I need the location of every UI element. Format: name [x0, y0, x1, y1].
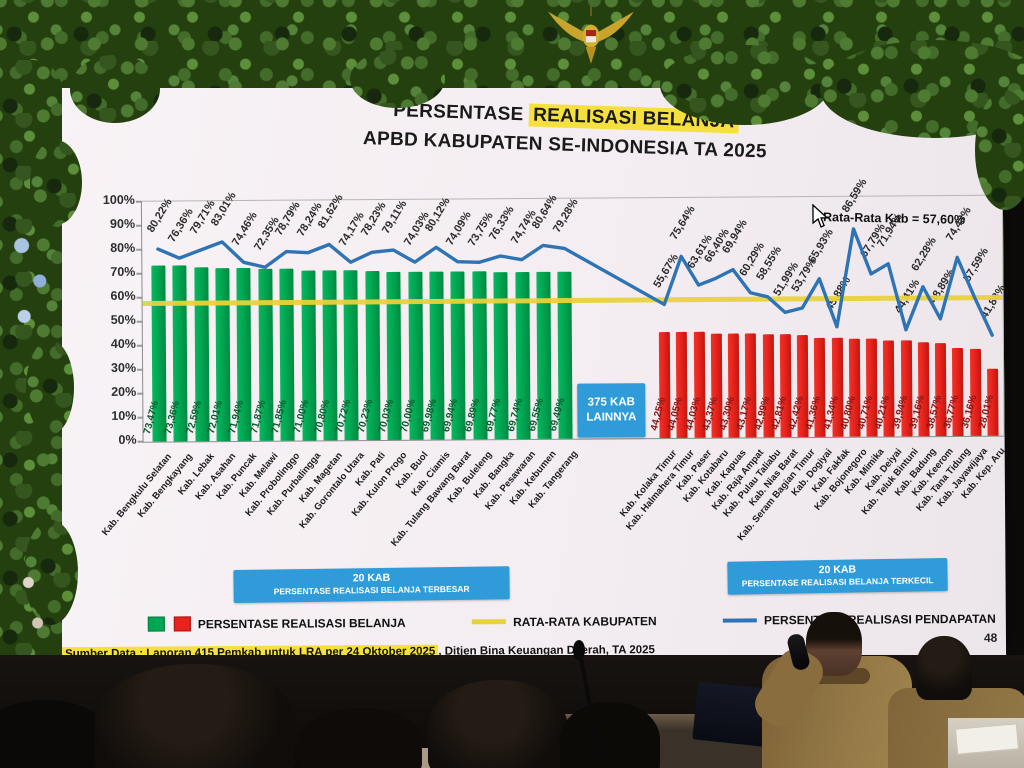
average-line — [142, 294, 1003, 306]
mouse-cursor-icon — [812, 203, 829, 228]
foliage-clump — [26, 340, 74, 435]
audience-head — [300, 708, 422, 768]
y-tick-label: 50% — [82, 313, 136, 327]
notebook — [954, 723, 1020, 755]
y-tick-label: 60% — [82, 289, 135, 303]
foliage-clump — [350, 50, 445, 108]
microphone-stand — [573, 640, 600, 765]
y-tick-label: 0% — [83, 433, 136, 447]
red-swatch-icon — [173, 616, 191, 632]
y-tick-label: 100% — [81, 193, 135, 207]
other-regencies-line2: LAINNYA — [586, 411, 637, 424]
foliage-clump — [975, 90, 1024, 210]
group-box-terkecil-label: PERSENTASE REALISASI BELANJA TERKECIL — [741, 575, 934, 589]
other-regencies-line1: 375 KAB — [587, 396, 636, 409]
legend-item-rata-rata: RATA-RATA KABUPATEN — [472, 614, 657, 629]
projection-slide: PERSENTASE REALISASI BELANJA APBD KABUPA… — [49, 44, 1009, 672]
official-right-head — [916, 636, 972, 700]
y-tick-label: 90% — [81, 217, 135, 231]
pendapatan-line — [156, 227, 994, 337]
legend-item-belanja: PERSENTASE REALISASI BELANJA — [147, 615, 406, 632]
slide-page-number: 48 — [983, 630, 998, 645]
title-line2: APBD KABUPATEN SE-INDONESIA TA 2025 — [362, 128, 768, 163]
y-axis: 100% 90% 80% 70% 60% 50% 40% 30% 20% 10% 0% — [75, 193, 137, 447]
legend-label-pendapatan: PERSENTASE REALISASI PENDAPATAN — [763, 611, 996, 627]
group-box-terbesar-label: PERSENTASE REALISASI BELANJA TERBESAR — [273, 583, 470, 597]
group-box-terbesar: 20 KAB PERSENTASE REALISASI BELANJA TERB… — [233, 566, 510, 604]
other-regencies-box: 375 KAB LAINNYA — [577, 383, 646, 438]
y-tick-label: 30% — [82, 361, 136, 375]
legend-label-rata-rata: RATA-RATA KABUPATEN — [513, 613, 657, 629]
legend-label-belanja: PERSENTASE REALISASI BELANJA — [197, 615, 406, 631]
y-tick-label: 20% — [82, 385, 136, 399]
blue-line-swatch-icon — [723, 617, 758, 623]
garuda-pancasila-emblem — [548, 5, 634, 64]
foliage-top — [0, 0, 1024, 88]
plot-area: 73,47% Kab. Bengkulu Selatan 80,22% 73,36% K… — [100, 177, 1009, 549]
chart-lines — [142, 227, 1003, 337]
white-flowers — [10, 560, 56, 650]
y-tick-label: 40% — [82, 337, 136, 351]
y-tick-label: 80% — [81, 241, 135, 255]
group-box-terkecil: 20 KAB PERSENTASE REALISASI BELANJA TERK… — [727, 557, 948, 595]
legend: PERSENTASE REALISASI BELANJA RATA-RATA K… — [142, 611, 1002, 632]
y-tick-label: 10% — [82, 409, 136, 423]
audience-head — [95, 664, 295, 768]
audience-head — [560, 702, 660, 768]
foliage-clump — [660, 45, 830, 125]
legend-item-pendapatan: PERSENTASE REALISASI PENDAPATAN — [723, 611, 996, 627]
blue-flowers — [6, 222, 58, 340]
y-tick-label: 70% — [81, 265, 135, 279]
yellow-line-swatch-icon — [472, 619, 507, 625]
foliage-clump — [70, 55, 160, 123]
foliage-clump — [30, 140, 82, 225]
audience-head — [0, 700, 110, 768]
audience-head — [428, 680, 568, 768]
green-swatch-icon — [147, 616, 165, 632]
